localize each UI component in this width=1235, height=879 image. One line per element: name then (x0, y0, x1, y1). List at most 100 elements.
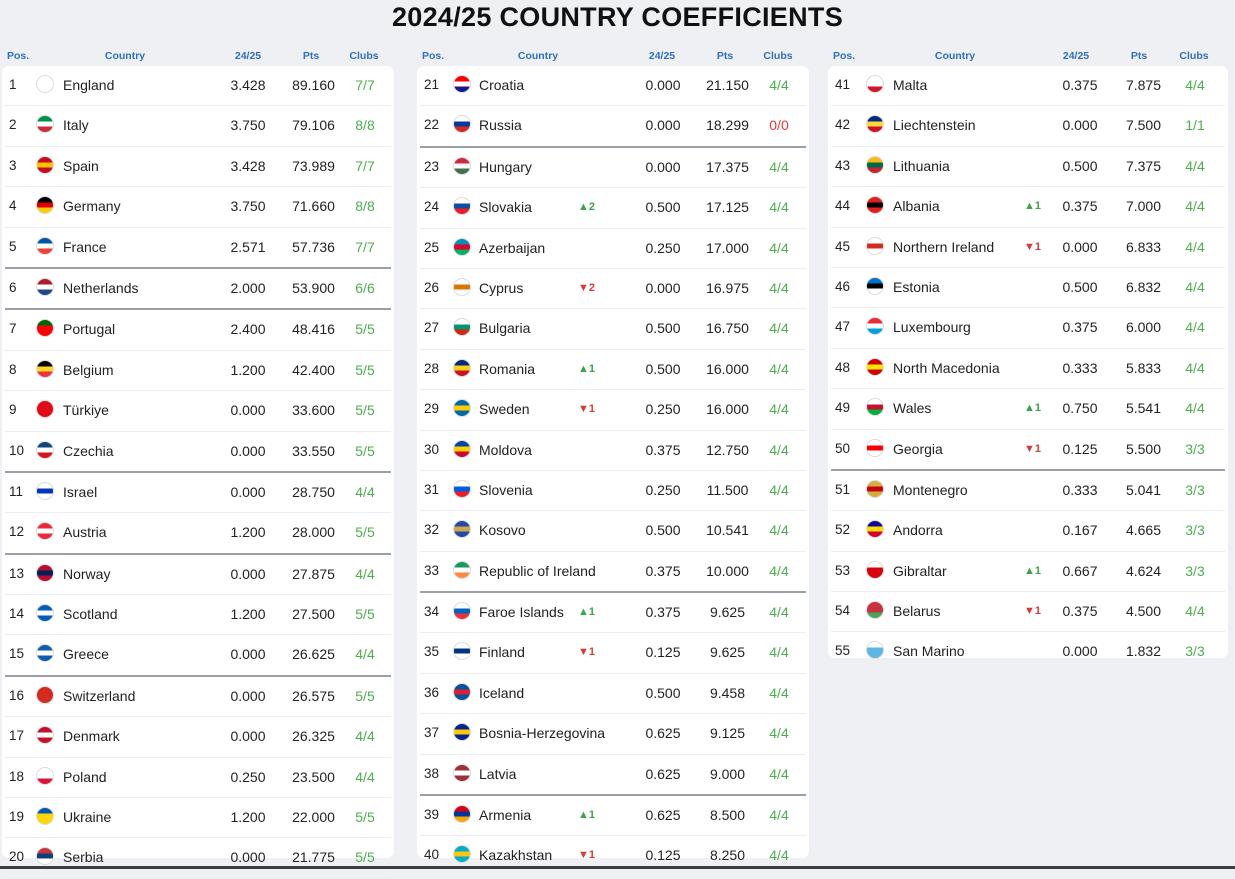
clubs-remaining: 8/8 (355, 198, 375, 215)
season-coefficient: 0.000 (230, 646, 266, 663)
season-coefficient: 0.333 (1062, 359, 1098, 376)
clubs-remaining: 4/4 (769, 644, 789, 661)
season-coefficient: 0.000 (645, 158, 681, 175)
position-cell: 6 (9, 279, 17, 295)
table-row: 29 Sweden ▼1 0.250 16.000 4/4 (420, 390, 806, 431)
flag-icon (36, 277, 54, 296)
season-coefficient: 0.125 (1062, 440, 1098, 457)
bottom-divider (0, 866, 1235, 869)
points-total: 9.458 (709, 684, 746, 701)
season-coefficient: 0.625 (645, 725, 681, 742)
clubs-remaining: 6/6 (355, 279, 375, 296)
table-row: 32 Kosovo 0.500 10.541 4/4 (420, 511, 806, 552)
clubs-remaining: 4/4 (769, 279, 789, 296)
table-row: 36 Iceland 0.500 9.458 4/4 (420, 674, 806, 715)
position-cell: 38 (424, 765, 440, 781)
table-row: 24 Slovakia ▲2 0.500 17.125 4/4 (420, 188, 806, 229)
season-coefficient: 0.500 (1062, 278, 1098, 295)
flag-icon (36, 766, 54, 785)
header-clubs: Clubs (1179, 50, 1209, 62)
clubs-remaining: 5/5 (355, 809, 375, 826)
header-season: 24/25 (648, 50, 676, 62)
points-total: 1.832 (1125, 643, 1162, 660)
table-row: 42 Liechtenstein 0.000 7.500 1/1 (831, 106, 1225, 147)
points-total: 12.750 (706, 441, 749, 458)
points-total: 8.500 (709, 807, 746, 824)
season-coefficient: 0.000 (230, 687, 266, 704)
clubs-remaining: 5/5 (355, 361, 375, 378)
rank-down-icon: ▼1 (1024, 605, 1042, 618)
clubs-remaining: 7/7 (355, 157, 375, 174)
points-total: 9.125 (709, 725, 746, 742)
table-row: 17 Denmark 0.000 26.325 4/4 (5, 717, 391, 758)
flag-icon (866, 317, 884, 336)
country-name: Montenegro (893, 481, 968, 498)
season-coefficient: 0.000 (645, 279, 681, 296)
position-cell: 16 (9, 687, 25, 703)
points-total: 57.736 (292, 238, 335, 255)
points-total: 10.000 (706, 562, 749, 579)
table-row: 15 Greece 0.000 26.625 4/4 (5, 635, 391, 677)
country-name: Hungary (479, 158, 532, 175)
clubs-remaining: 4/4 (769, 320, 789, 337)
position-cell: 30 (424, 441, 440, 457)
clubs-remaining: 5/5 (355, 402, 375, 419)
points-total: 89.160 (292, 77, 335, 93)
clubs-remaining: 4/4 (355, 728, 375, 745)
season-coefficient: 0.500 (645, 320, 681, 337)
table-row: 47 Luxembourg 0.375 6.000 4/4 (831, 308, 1225, 349)
table-row: 22 Russia 0.000 18.299 0/0 (420, 106, 806, 148)
country-name: Luxembourg (893, 319, 971, 336)
points-total: 6.833 (1125, 238, 1162, 255)
position-cell: 37 (424, 725, 440, 741)
points-total: 17.000 (706, 239, 749, 256)
points-total: 5.500 (1125, 440, 1162, 457)
table-header: Pos. Country 24/25 Pts Clubs (417, 46, 809, 66)
position-cell: 15 (9, 646, 25, 662)
clubs-remaining: 4/4 (1185, 198, 1205, 215)
season-coefficient: 0.375 (1062, 603, 1098, 620)
season-coefficient: 2.000 (230, 279, 266, 296)
flag-icon (453, 399, 471, 418)
header-country: Country (104, 50, 146, 62)
table-row: 28 Romania ▲1 0.500 16.000 4/4 (420, 350, 806, 391)
clubs-remaining: 4/4 (1185, 359, 1205, 376)
table-row: 4 Germany 3.750 71.660 8/8 (5, 187, 391, 228)
season-coefficient: 0.500 (645, 684, 681, 701)
position-cell: 36 (424, 684, 440, 700)
points-total: 17.125 (706, 199, 749, 216)
flag-icon (36, 644, 54, 663)
flag-icon (36, 440, 54, 459)
table-row: 19 Ukraine 1.200 22.000 5/5 (5, 798, 391, 839)
table-row: 13 Norway 0.000 27.875 4/4 (5, 555, 391, 596)
clubs-remaining: 4/4 (1185, 603, 1205, 620)
country-name: Ukraine (63, 809, 112, 826)
clubs-remaining: 4/4 (1185, 77, 1205, 93)
points-total: 8.250 (709, 847, 746, 864)
position-cell: 46 (835, 278, 851, 294)
season-coefficient: 0.625 (645, 807, 681, 824)
points-total: 23.500 (292, 768, 335, 785)
table-row: 9 Türkiye 0.000 33.600 5/5 (5, 391, 391, 432)
position-cell: 13 (9, 565, 25, 581)
country-name: Netherlands (63, 279, 139, 296)
position-cell: 44 (835, 198, 851, 214)
country-name: France (63, 238, 107, 255)
flag-icon (866, 601, 884, 620)
clubs-remaining: 4/4 (1185, 157, 1205, 174)
position-cell: 11 (9, 483, 24, 499)
table-row: 31 Slovenia 0.250 11.500 4/4 (420, 471, 806, 512)
position-cell: 35 (424, 644, 440, 660)
points-total: 26.325 (292, 728, 335, 745)
clubs-remaining: 4/4 (355, 768, 375, 785)
table-row: 23 Hungary 0.000 17.375 4/4 (420, 148, 806, 189)
flag-icon (453, 845, 471, 864)
flag-icon (36, 685, 54, 704)
clubs-remaining: 4/4 (1185, 319, 1205, 336)
table-row: 11 Israel 0.000 28.750 4/4 (5, 473, 391, 514)
points-total: 73.989 (292, 157, 335, 174)
header-pos: Pos. (833, 50, 856, 62)
flag-icon (36, 196, 54, 215)
position-cell: 40 (424, 847, 440, 863)
clubs-remaining: 3/3 (1185, 440, 1205, 457)
